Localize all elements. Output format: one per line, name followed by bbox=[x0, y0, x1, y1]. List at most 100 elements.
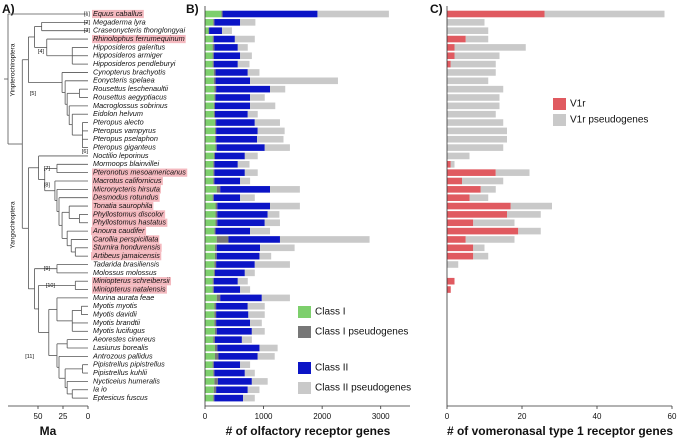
species-label: Eptesicus fuscus bbox=[93, 393, 148, 402]
legend-label: Class I bbox=[315, 307, 346, 318]
bar-segment bbox=[544, 10, 665, 18]
bar-segment bbox=[216, 386, 248, 394]
bar-segment bbox=[213, 177, 215, 185]
bar-segment bbox=[214, 102, 251, 110]
bar-segment bbox=[250, 227, 271, 235]
x-tick-label: 3000 bbox=[372, 412, 390, 421]
bar-segment bbox=[216, 244, 261, 252]
bar-segment bbox=[450, 161, 455, 168]
bar-segment bbox=[507, 211, 541, 218]
clade-label: Yangochiroptera bbox=[10, 201, 17, 249]
bar-segment bbox=[205, 252, 215, 260]
bar-segment bbox=[205, 302, 215, 310]
bar-segment bbox=[247, 69, 260, 76]
bar-segment bbox=[220, 294, 262, 302]
bar-segment bbox=[473, 244, 485, 252]
bar-segment bbox=[222, 10, 318, 18]
bar-segment bbox=[240, 19, 256, 26]
node-label: [9] bbox=[44, 266, 51, 272]
bar-segment bbox=[205, 211, 216, 218]
species-label: Myotis davidii bbox=[93, 310, 137, 319]
bar-segment bbox=[317, 10, 389, 18]
node-label: [1] bbox=[84, 11, 91, 17]
bar-segment bbox=[270, 202, 300, 210]
species-label: Megaderma lyra bbox=[93, 17, 146, 26]
bar-segment bbox=[205, 286, 213, 293]
bar-segment bbox=[205, 77, 214, 85]
bar-segment bbox=[205, 19, 214, 26]
species-label: Macrotus californicus bbox=[93, 176, 162, 185]
legend-label: V1r bbox=[570, 99, 586, 110]
bar-segment bbox=[215, 69, 248, 76]
bar-segment bbox=[205, 227, 215, 235]
bar-segment bbox=[205, 161, 214, 168]
bar-segment bbox=[217, 202, 271, 210]
highlight-box bbox=[92, 34, 186, 44]
bar-segment bbox=[447, 110, 496, 118]
bar-segment bbox=[205, 35, 213, 43]
bar-segment bbox=[215, 94, 251, 101]
bar-segment bbox=[205, 361, 213, 368]
highlight-box bbox=[92, 168, 188, 177]
bar-segment bbox=[244, 169, 258, 176]
bar-segment bbox=[447, 69, 496, 76]
bar-segment bbox=[205, 60, 213, 68]
x-tick-label: 60 bbox=[668, 412, 677, 421]
bar-segment bbox=[217, 378, 252, 385]
species-label: Myotis myotis bbox=[93, 301, 138, 310]
bar-segment bbox=[237, 60, 250, 68]
bar-segment bbox=[247, 110, 258, 118]
bar-segment bbox=[213, 52, 241, 60]
bar-segment bbox=[447, 244, 474, 252]
species-label: Rhinolophus ferrumequinum bbox=[93, 34, 185, 43]
species-label: Sturnira hondurensis bbox=[93, 243, 161, 252]
bar-segment bbox=[214, 328, 217, 335]
bar-segment bbox=[213, 386, 217, 394]
bar-segment bbox=[214, 94, 216, 101]
bar-segment bbox=[257, 135, 284, 143]
bar-segment bbox=[216, 302, 248, 310]
bar-segment bbox=[216, 127, 258, 135]
bar-segment bbox=[447, 60, 451, 68]
bar-segment bbox=[213, 169, 215, 176]
bar-segment bbox=[241, 336, 252, 343]
bar-segment bbox=[216, 186, 221, 193]
legend-label: Class II bbox=[315, 363, 348, 374]
bar-segment bbox=[447, 152, 470, 160]
bar-segment bbox=[215, 211, 218, 218]
x-tick-label: 25 bbox=[59, 412, 68, 421]
species-label: Pteropus pselaphon bbox=[93, 134, 158, 143]
bar-segment bbox=[205, 269, 214, 277]
bar-segment bbox=[259, 252, 272, 260]
bar-segment bbox=[240, 177, 251, 185]
species-label: Nycticeius humeralis bbox=[93, 376, 160, 385]
bar-segment bbox=[279, 236, 370, 243]
species-label: Mormoops blainvillei bbox=[93, 159, 159, 168]
species-label: Lasiurus borealis bbox=[93, 343, 149, 352]
bar-segment bbox=[205, 52, 213, 60]
bar-segment bbox=[447, 202, 511, 210]
node-label: [8] bbox=[44, 183, 51, 189]
bar-segment bbox=[518, 227, 541, 235]
bar-segment bbox=[465, 35, 489, 43]
bar-segment bbox=[205, 177, 214, 185]
bar-segment bbox=[473, 252, 489, 260]
bar-segment bbox=[218, 353, 258, 360]
species-label: Pipistrellus kuhlii bbox=[93, 368, 147, 377]
bar-segment bbox=[205, 344, 215, 352]
bar-segment bbox=[215, 227, 251, 235]
bar-segment bbox=[267, 211, 280, 218]
bar-segment bbox=[254, 119, 280, 126]
bar-segment bbox=[215, 202, 218, 210]
bar-segment bbox=[214, 135, 217, 143]
bar-segment bbox=[234, 35, 255, 43]
species-label: Ia io bbox=[93, 385, 107, 394]
bar-segment bbox=[244, 369, 255, 377]
clade-label: Yinpterochiroptera bbox=[10, 43, 17, 96]
highlight-box bbox=[92, 201, 154, 211]
bar-segment bbox=[250, 77, 338, 85]
bar-segment bbox=[212, 286, 214, 293]
highlight-box bbox=[92, 218, 168, 227]
species-label: Phyllostomus discolor bbox=[93, 209, 164, 218]
